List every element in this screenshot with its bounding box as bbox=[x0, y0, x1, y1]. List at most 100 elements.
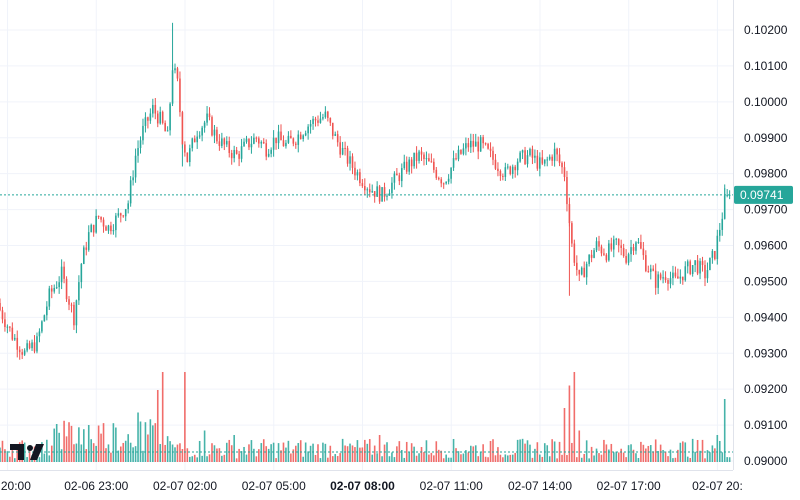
volume-bar bbox=[694, 451, 696, 462]
time-tick-label: 02-06 23:00 bbox=[64, 479, 128, 493]
volume-bar bbox=[80, 444, 83, 462]
volume-bar bbox=[211, 443, 213, 462]
candle-body bbox=[659, 274, 662, 279]
volume-bar bbox=[287, 440, 290, 462]
candle-body bbox=[184, 144, 186, 153]
volume-bar bbox=[381, 456, 383, 462]
volume-bar bbox=[571, 442, 573, 462]
candle-body bbox=[524, 150, 526, 165]
candle-body bbox=[31, 342, 33, 349]
candle-body bbox=[137, 147, 139, 156]
volume-bar bbox=[6, 451, 9, 462]
candle-body bbox=[608, 243, 610, 261]
candle-body bbox=[423, 154, 425, 160]
candle-body bbox=[6, 326, 9, 328]
volume-bar bbox=[267, 448, 270, 462]
volume-bar bbox=[452, 438, 455, 462]
candle-body bbox=[13, 337, 16, 340]
price-tick-label: 0.09200 bbox=[744, 382, 788, 396]
volume-bar bbox=[1, 440, 4, 462]
candle-body bbox=[58, 282, 60, 288]
candle-body bbox=[408, 159, 410, 172]
candle-body bbox=[287, 135, 290, 143]
volume-bar bbox=[598, 453, 600, 462]
volume-bar bbox=[418, 453, 420, 462]
candle-body bbox=[312, 118, 314, 125]
volume-bar bbox=[295, 445, 297, 462]
candle-body bbox=[617, 238, 620, 246]
volume-bar bbox=[238, 448, 240, 462]
candle-body bbox=[356, 172, 359, 176]
volume-bar bbox=[255, 456, 258, 462]
candle-body bbox=[221, 138, 223, 146]
volume-bar bbox=[704, 458, 706, 462]
candle-body bbox=[465, 143, 467, 149]
candle-body bbox=[213, 129, 216, 136]
volume-bar bbox=[368, 439, 371, 462]
volume-bar bbox=[430, 452, 433, 462]
volume-bar bbox=[366, 443, 369, 462]
candle-body bbox=[649, 268, 652, 272]
volume-bar bbox=[339, 453, 341, 462]
candle-body bbox=[179, 78, 181, 113]
volume-bar bbox=[677, 449, 679, 462]
candle-body bbox=[415, 152, 418, 161]
candle-body bbox=[176, 68, 179, 79]
volume-bar bbox=[223, 454, 226, 462]
price-axis[interactable]: 0.10200 0.10100 0.10000 0.09900 0.09800 0.097… bbox=[733, 0, 788, 470]
candle-body bbox=[701, 261, 704, 265]
candle-body bbox=[556, 148, 558, 155]
candle-body bbox=[28, 343, 31, 349]
candle-body bbox=[9, 326, 11, 328]
candle-body bbox=[334, 134, 337, 136]
volume-bar bbox=[351, 445, 354, 462]
price-tick-label: 0.09300 bbox=[744, 346, 788, 360]
candle-body bbox=[378, 186, 381, 202]
volume-bar bbox=[117, 450, 120, 462]
volume-bar bbox=[189, 456, 191, 462]
volume-bar bbox=[149, 419, 152, 462]
volume-bar bbox=[457, 451, 460, 462]
volume-bar bbox=[489, 440, 492, 462]
volume-bar bbox=[709, 452, 711, 462]
volume-bar bbox=[356, 440, 359, 462]
candle-body bbox=[299, 134, 302, 139]
candle-body bbox=[686, 261, 689, 267]
candle-body bbox=[211, 117, 213, 136]
candle-body bbox=[487, 143, 489, 149]
volume-bar bbox=[519, 439, 521, 462]
candle-body bbox=[635, 242, 637, 251]
volume-bar bbox=[225, 442, 228, 462]
volume-bar bbox=[65, 436, 68, 462]
candle-body bbox=[85, 247, 88, 250]
volume-bar bbox=[462, 453, 465, 462]
candle-body bbox=[267, 153, 270, 157]
candle-body bbox=[344, 147, 346, 149]
volume-bar bbox=[595, 448, 598, 462]
candle-body bbox=[181, 112, 184, 145]
volume-bar bbox=[467, 452, 470, 462]
candle-body bbox=[164, 122, 166, 132]
price-tick-label: 0.09400 bbox=[744, 310, 788, 324]
volume-bar bbox=[174, 447, 176, 462]
candle-body bbox=[260, 142, 263, 144]
candle-body bbox=[78, 282, 80, 301]
volume-bar bbox=[484, 456, 487, 462]
tradingview-logo-icon[interactable] bbox=[8, 440, 48, 464]
volume-bar bbox=[13, 458, 16, 462]
volume-bar bbox=[46, 439, 48, 462]
volume-bar bbox=[396, 446, 398, 462]
candle-body bbox=[105, 226, 107, 231]
volume-bar bbox=[450, 457, 452, 462]
volume-bar bbox=[502, 457, 504, 462]
volume-bar bbox=[181, 448, 184, 462]
candle-body bbox=[558, 154, 561, 163]
volume-bar bbox=[701, 439, 704, 462]
candle-body bbox=[561, 162, 563, 168]
volume-bar bbox=[68, 422, 70, 462]
candle-body bbox=[504, 167, 507, 177]
candle-body bbox=[566, 177, 568, 205]
candle-body bbox=[373, 191, 376, 197]
time-axis[interactable]: 06 20:00 02-06 23:00 02-07 02:00 02-07 05:0… bbox=[0, 470, 743, 494]
